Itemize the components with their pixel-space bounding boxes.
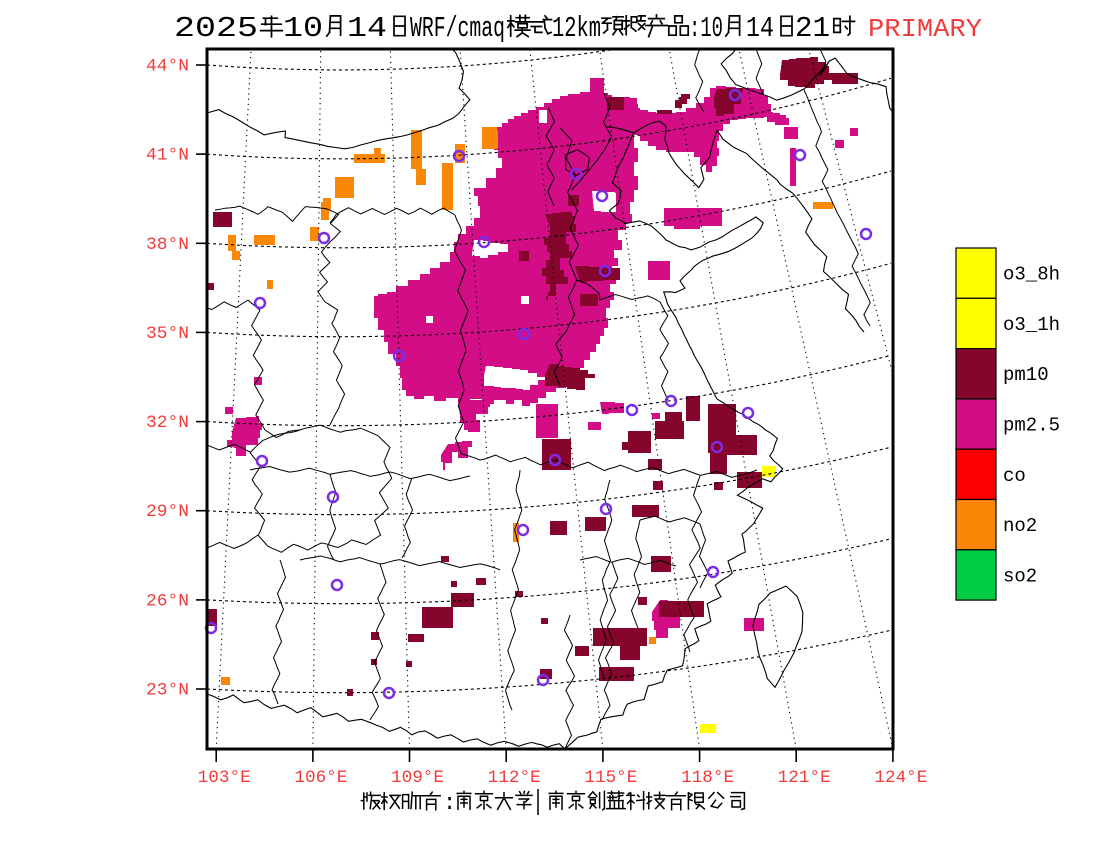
svg-text:14: 14 — [746, 12, 774, 45]
svg-text:103°E: 103°E — [198, 768, 251, 788]
svg-text:121°E: 121°E — [778, 768, 831, 788]
svg-text:pm10: pm10 — [1003, 364, 1049, 386]
svg-text:112°E: 112°E — [488, 768, 541, 788]
svg-text:no2: no2 — [1003, 515, 1037, 537]
svg-text::10: :10 — [689, 12, 723, 45]
svg-text:44°N: 44°N — [146, 57, 189, 77]
svg-text:109°E: 109°E — [391, 768, 444, 788]
svg-text:2025: 2025 — [174, 12, 258, 45]
svg-text:32°N: 32°N — [146, 413, 189, 433]
svg-text:26°N: 26°N — [146, 591, 189, 611]
svg-text:118°E: 118°E — [681, 768, 734, 788]
svg-text:38°N: 38°N — [146, 235, 189, 255]
svg-text:14: 14 — [347, 12, 387, 45]
svg-text:23°N: 23°N — [146, 681, 189, 701]
svg-text::: : — [443, 791, 456, 816]
svg-text:o3_1h: o3_1h — [1003, 314, 1060, 336]
svg-text:12km: 12km — [552, 12, 601, 45]
svg-text:PRIMARY: PRIMARY — [868, 14, 982, 44]
svg-text:35°N: 35°N — [146, 324, 189, 344]
svg-text:o3_8h: o3_8h — [1003, 264, 1060, 286]
svg-text:124°E: 124°E — [874, 768, 927, 788]
svg-text:WRF/cmaq: WRF/cmaq — [410, 12, 505, 45]
svg-text:so2: so2 — [1003, 565, 1037, 587]
svg-text:29°N: 29°N — [146, 502, 189, 522]
svg-text:pm2.5: pm2.5 — [1003, 415, 1060, 437]
svg-text:41°N: 41°N — [146, 146, 189, 166]
svg-text:co: co — [1003, 465, 1026, 487]
svg-text:115°E: 115°E — [584, 768, 637, 788]
svg-text:106°E: 106°E — [294, 768, 347, 788]
svg-text:21: 21 — [795, 12, 830, 45]
svg-text:10: 10 — [283, 12, 323, 45]
